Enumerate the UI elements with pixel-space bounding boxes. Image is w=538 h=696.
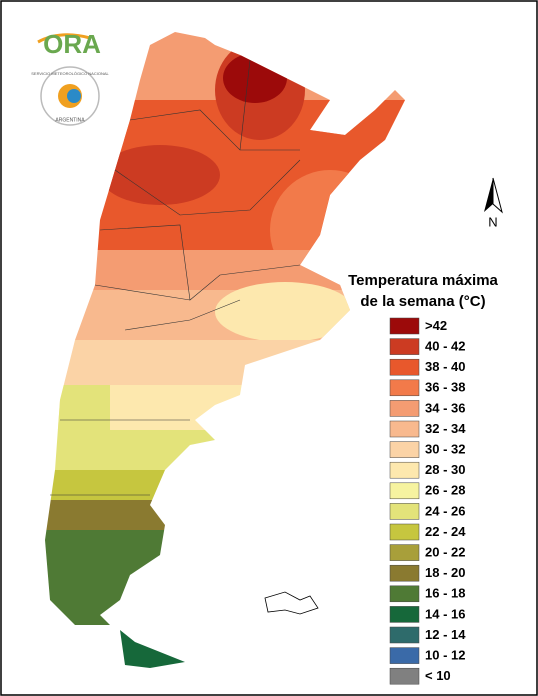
legend-swatch [389, 503, 420, 520]
legend: >42 40 - 42 38 - 40 36 - 38 34 - 36 32 - 34 30… [389, 317, 466, 685]
legend-swatch [389, 626, 420, 644]
legend-label: 10 - 12 [425, 648, 465, 663]
legend-swatch [389, 523, 420, 541]
province-borders [50, 59, 301, 496]
legend-swatch [389, 420, 420, 438]
logo-text: ORA [43, 29, 101, 59]
legend-label: 20 - 22 [425, 545, 465, 560]
north-label: N [488, 214, 497, 229]
legend-label: 16 - 18 [425, 586, 465, 601]
legend-swatch [389, 667, 420, 685]
legend-label: 28 - 30 [425, 462, 465, 477]
logo: ORA SERVICIO METEOROLÓGICO NACIONAL ARGE… [31, 29, 110, 126]
country-text: ARGENTINA [55, 117, 85, 123]
islands [264, 591, 319, 615]
legend-label: 24 - 26 [425, 503, 465, 518]
legend-label: 12 - 14 [425, 627, 466, 642]
legend-swatch [389, 317, 420, 335]
legend-label: >42 [425, 318, 447, 333]
legend-swatch [389, 379, 420, 397]
legend-swatch [389, 544, 420, 561]
legend-label: 30 - 32 [425, 442, 465, 457]
legend-title: de la semana (°C) [360, 293, 485, 310]
legend-label: 36 - 38 [425, 380, 465, 395]
legend-label: 26 - 28 [425, 483, 465, 498]
agency-text: SERVICIO METEOROLÓGICO NACIONAL [31, 71, 109, 76]
legend-swatch [389, 338, 420, 355]
legend-swatch [389, 461, 420, 479]
legend-title: Temperatura máxima [348, 272, 498, 289]
north-arrow: N [484, 177, 503, 229]
legend-label: < 10 [425, 668, 451, 683]
legend-swatch [389, 400, 420, 417]
legend-label: 14 - 16 [425, 606, 465, 621]
legend-swatch [389, 647, 420, 664]
legend-label: 22 - 24 [425, 524, 466, 539]
legend-swatch [389, 482, 420, 500]
legend-label: 38 - 40 [425, 359, 465, 374]
legend-swatch [389, 358, 420, 376]
legend-swatch [389, 564, 420, 582]
legend-swatch [389, 441, 420, 458]
band [215, 282, 355, 342]
legend-label: 34 - 36 [425, 400, 465, 415]
legend-label: 40 - 42 [425, 339, 465, 354]
legend-swatch [389, 606, 420, 623]
legend-swatch [389, 585, 420, 603]
legend-label: 18 - 20 [425, 565, 465, 580]
legend-label: 32 - 34 [425, 421, 466, 436]
band [100, 145, 220, 205]
